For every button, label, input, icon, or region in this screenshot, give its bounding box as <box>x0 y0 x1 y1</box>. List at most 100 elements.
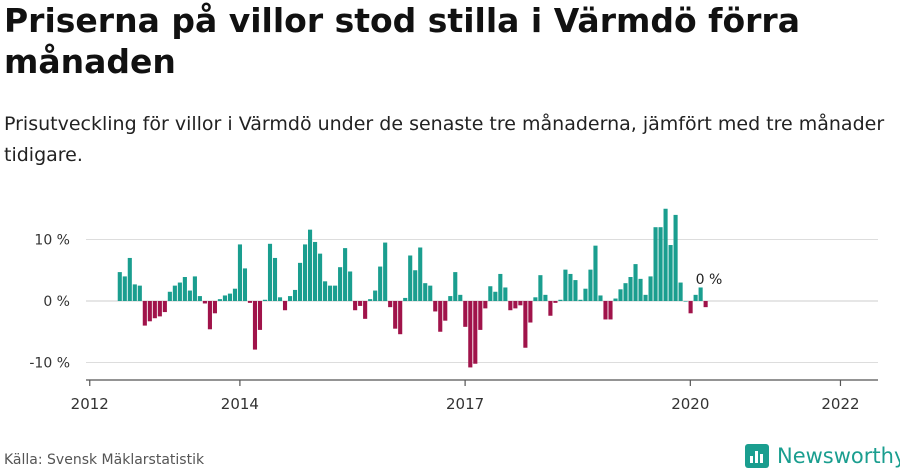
bar <box>202 301 207 304</box>
bar <box>598 295 603 301</box>
bar <box>282 301 288 311</box>
bar <box>373 290 378 301</box>
bar <box>318 253 323 301</box>
y-tick-label: 10 % <box>34 233 70 249</box>
bar <box>262 299 268 301</box>
bar <box>568 273 573 301</box>
bar <box>653 227 658 301</box>
bar <box>473 301 478 364</box>
bar <box>408 255 413 301</box>
x-tick-label: 2022 <box>821 395 859 413</box>
bar <box>693 294 698 301</box>
bar <box>668 245 673 301</box>
brand-name: Newsworthy <box>777 444 900 468</box>
bar <box>578 299 583 301</box>
bar <box>523 301 528 348</box>
bar <box>583 288 588 301</box>
bar <box>418 247 423 301</box>
bar <box>613 298 618 301</box>
labels: 10 % 0 % -10 % 2012 2014 2017 2020 2022 0 % <box>29 233 859 414</box>
bar <box>383 242 388 301</box>
bar <box>658 227 663 301</box>
bar <box>433 301 438 312</box>
y-tick-label: -10 % <box>29 356 70 372</box>
bar <box>563 269 568 301</box>
y-tick-label: 0 % <box>43 294 70 310</box>
bar <box>453 272 458 301</box>
bar <box>162 301 167 313</box>
chart-subtitle: Prisutveckling för villor i Värmdö under… <box>4 113 885 166</box>
bar <box>588 269 593 301</box>
bar <box>663 208 668 301</box>
bar <box>368 299 373 301</box>
bar <box>438 301 443 332</box>
bar <box>323 281 328 301</box>
bar <box>222 295 227 301</box>
chart-title: Priserna på villor stod stilla i Värmdö … <box>4 1 800 81</box>
bar <box>353 301 358 311</box>
bar <box>538 275 543 301</box>
bar <box>683 301 688 302</box>
bar <box>603 301 608 320</box>
bar <box>313 241 318 301</box>
bar <box>378 266 383 301</box>
bar <box>528 301 533 323</box>
bar <box>448 296 453 301</box>
bar <box>443 301 448 321</box>
bar <box>328 285 333 302</box>
bar <box>338 267 343 301</box>
x-tick-label: 2017 <box>446 395 484 413</box>
bar <box>393 301 398 329</box>
bar <box>167 291 172 301</box>
bar <box>548 301 553 316</box>
bar <box>212 301 217 314</box>
bar <box>308 229 313 301</box>
bar <box>197 296 202 301</box>
bar <box>207 301 212 330</box>
bar <box>252 301 258 350</box>
bar <box>458 294 463 301</box>
bar <box>217 299 222 301</box>
bar <box>122 276 127 301</box>
bar <box>413 270 418 301</box>
bar <box>192 276 197 301</box>
x-axis <box>86 379 878 386</box>
bar <box>237 244 243 301</box>
bar <box>673 214 678 301</box>
bar <box>297 262 303 301</box>
bar <box>508 301 513 311</box>
bar <box>127 257 132 301</box>
bar <box>147 301 152 322</box>
bar <box>428 285 433 302</box>
bar <box>343 248 348 301</box>
bar <box>403 297 408 301</box>
bars <box>117 208 708 368</box>
bar <box>593 245 598 301</box>
bar <box>257 301 263 330</box>
bar <box>142 301 147 326</box>
last-value-annotation: 0 % <box>696 272 723 288</box>
bar <box>623 283 628 301</box>
bar <box>483 301 488 309</box>
bar <box>267 243 273 301</box>
bar <box>152 301 157 319</box>
x-tick-label: 2012 <box>71 395 109 413</box>
bar <box>187 290 192 301</box>
bar <box>232 288 238 301</box>
bar <box>227 293 232 301</box>
bar <box>303 244 308 301</box>
bar <box>358 301 363 306</box>
bar <box>533 297 538 301</box>
bar <box>157 301 162 317</box>
bar <box>272 257 278 301</box>
bar <box>398 301 403 335</box>
bar <box>463 301 468 327</box>
bar <box>558 299 563 301</box>
bar <box>478 301 483 330</box>
bar <box>117 272 122 301</box>
bar <box>553 301 558 303</box>
bar <box>628 277 633 301</box>
bar <box>247 301 253 303</box>
x-tick-label: 2014 <box>221 395 259 413</box>
